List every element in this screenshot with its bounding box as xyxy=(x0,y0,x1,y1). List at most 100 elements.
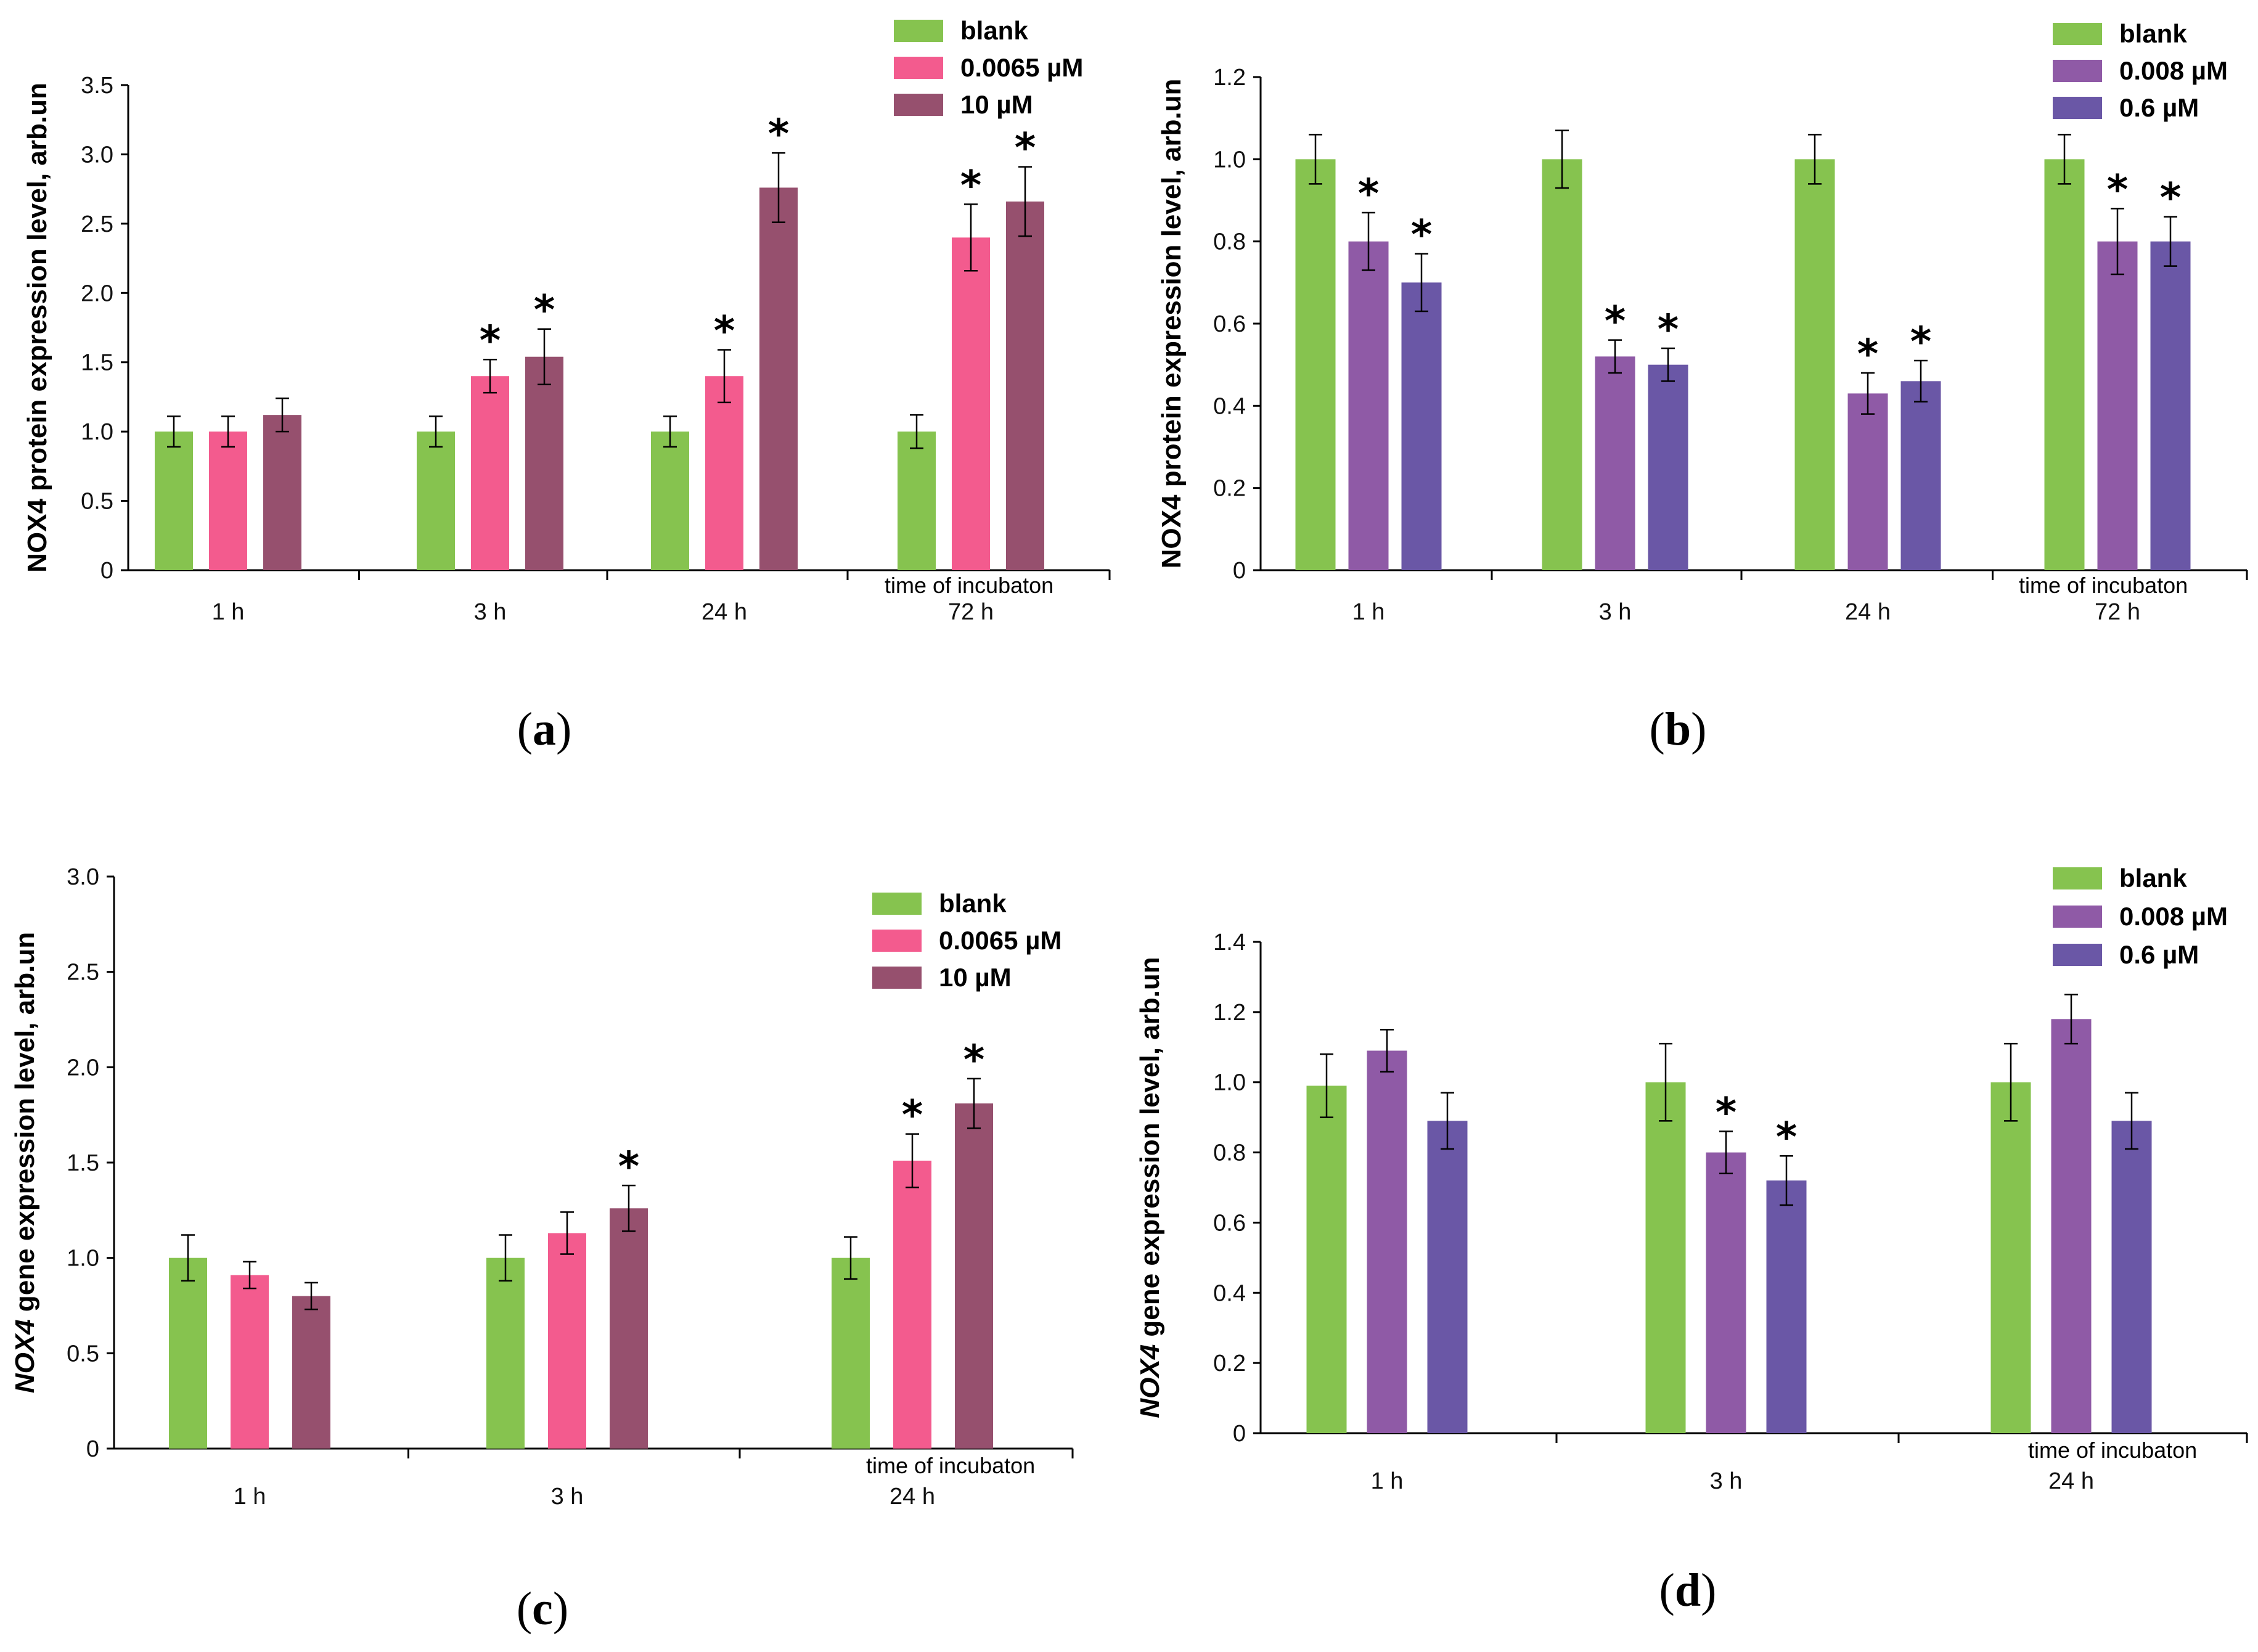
bar-3-2 xyxy=(1766,1180,1807,1433)
bar-1-2 xyxy=(1645,1082,1686,1433)
panel-label-letter: c xyxy=(532,1583,553,1635)
bar-2-3 xyxy=(1847,393,1888,570)
x-category-label: 3 h xyxy=(1710,1468,1743,1494)
legend-label: 0.0065 µM xyxy=(960,53,1083,82)
bar-1-2 xyxy=(1542,159,1582,570)
y-tick-label: 0.5 xyxy=(81,489,113,515)
panel-label-letter: d xyxy=(1675,1564,1701,1616)
bar-1-3 xyxy=(1990,1082,2031,1433)
bar-1-2 xyxy=(417,431,455,570)
y-tick-label: 0 xyxy=(86,1436,99,1462)
bar-3-1 xyxy=(1401,282,1442,570)
bar-2-1 xyxy=(231,1275,269,1449)
y-axis-label: NOX4 protein expression level, arb.un xyxy=(22,83,52,573)
y-tick-label: 2.5 xyxy=(67,960,99,986)
bar-2-2 xyxy=(548,1233,586,1449)
x-category-label: 24 h xyxy=(890,1484,935,1510)
y-tick-label: 0.4 xyxy=(1213,1280,1246,1306)
bar-1-1 xyxy=(1295,159,1336,570)
panel-label-close: ) xyxy=(1701,1564,1716,1616)
significance-star: * xyxy=(1605,298,1626,345)
y-axis-label: NOX4 gene expression level, arb.un xyxy=(10,932,40,1393)
bar-2-3 xyxy=(2051,1019,2092,1433)
legend-swatch xyxy=(872,930,922,952)
bar-3-4 xyxy=(1006,201,1044,570)
x-category-label: 24 h xyxy=(702,599,747,625)
bar-2-1 xyxy=(209,431,247,570)
y-tick-label: 2.5 xyxy=(81,211,113,237)
legend-label: blank xyxy=(2119,19,2187,48)
x-category-label: 1 h xyxy=(1371,1468,1404,1494)
y-axis-label-text: NOX4 protein expression level, arb.un xyxy=(22,83,52,573)
bar-3-4 xyxy=(2150,241,2191,571)
y-axis-label: NOX4 protein expression level, arb.un xyxy=(1156,79,1187,569)
significance-star: * xyxy=(1910,318,1932,366)
bar-1-1 xyxy=(169,1257,207,1449)
legend-swatch xyxy=(894,94,943,116)
x-category-label: 1 h xyxy=(234,1484,266,1510)
bar-3-3 xyxy=(955,1103,993,1449)
y-tick-label: 0.5 xyxy=(67,1341,99,1367)
significance-star: * xyxy=(2160,174,2182,222)
bar-3-1 xyxy=(1427,1121,1468,1433)
bar-1-3 xyxy=(832,1257,870,1449)
bar-2-4 xyxy=(952,237,990,570)
y-tick-label: 3.0 xyxy=(81,142,113,168)
bar-1-3 xyxy=(651,431,689,570)
significance-star: * xyxy=(768,110,790,158)
panel-label: (a) xyxy=(517,703,572,755)
bar-3-2 xyxy=(610,1208,648,1449)
significance-star: * xyxy=(2107,166,2129,213)
y-axis-label-text: NOX4 protein expression level, arb.un xyxy=(1156,79,1187,569)
panel-label-open: ( xyxy=(517,1583,532,1635)
legend-swatch xyxy=(894,20,943,42)
y-tick-label: 3.0 xyxy=(67,864,99,890)
y-tick-label: 0 xyxy=(100,558,113,584)
legend-label: 10 µM xyxy=(939,963,1012,992)
y-tick-label: 2.0 xyxy=(81,280,113,306)
y-tick-label: 1.2 xyxy=(1213,65,1246,91)
panel-label-open: ( xyxy=(1659,1564,1675,1616)
bar-2-1 xyxy=(1367,1050,1407,1433)
panel-label-letter: a xyxy=(533,703,556,755)
y-tick-label: 1.0 xyxy=(81,419,113,445)
panel-label: (c) xyxy=(517,1583,568,1635)
y-tick-label: 0.6 xyxy=(1213,1210,1246,1236)
bar-1-1 xyxy=(1306,1086,1347,1433)
legend-swatch xyxy=(2053,867,2102,889)
legend-swatch xyxy=(2053,944,2102,966)
legend-label: 0.008 µM xyxy=(2119,902,2228,931)
y-axis-label: NOX4 gene expression level, arb.un xyxy=(1135,957,1165,1418)
y-tick-label: 1.2 xyxy=(1213,1000,1246,1026)
x-axis-note: time of incubaton xyxy=(866,1453,1035,1478)
y-tick-label: 0.6 xyxy=(1213,311,1246,337)
legend-label: blank xyxy=(939,889,1007,918)
y-tick-label: 3.5 xyxy=(81,73,113,99)
legend-label: 0.6 µM xyxy=(2119,93,2199,122)
y-tick-label: 0.8 xyxy=(1213,229,1246,255)
y-tick-label: 1.4 xyxy=(1213,930,1246,955)
y-tick-label: 0.2 xyxy=(1213,476,1246,502)
x-axis-note: time of incubaton xyxy=(885,573,1053,598)
x-category-label: 3 h xyxy=(551,1484,584,1510)
significance-star: * xyxy=(902,1092,923,1139)
significance-star: * xyxy=(1776,1113,1798,1161)
significance-star: * xyxy=(1658,306,1679,353)
legend-swatch xyxy=(2053,23,2102,45)
bar-3-3 xyxy=(2111,1121,2152,1433)
y-tick-label: 1.0 xyxy=(1213,147,1246,173)
y-axis-label-text: gene expression level, arb.un xyxy=(1135,957,1165,1344)
x-category-label: 72 h xyxy=(2095,599,2140,625)
y-tick-label: 0.4 xyxy=(1213,393,1246,419)
panel-label: (b) xyxy=(1650,703,1707,755)
bar-2-2 xyxy=(1595,356,1635,570)
significance-star: * xyxy=(480,317,501,364)
bar-2-2 xyxy=(471,376,509,570)
x-category-label: 3 h xyxy=(1599,599,1632,625)
bar-3-3 xyxy=(1900,381,1941,570)
legend-swatch xyxy=(2053,60,2102,82)
legend-swatch xyxy=(872,967,922,989)
significance-star: * xyxy=(1716,1089,1737,1136)
legend-label: 0.6 µM xyxy=(2119,940,2199,969)
